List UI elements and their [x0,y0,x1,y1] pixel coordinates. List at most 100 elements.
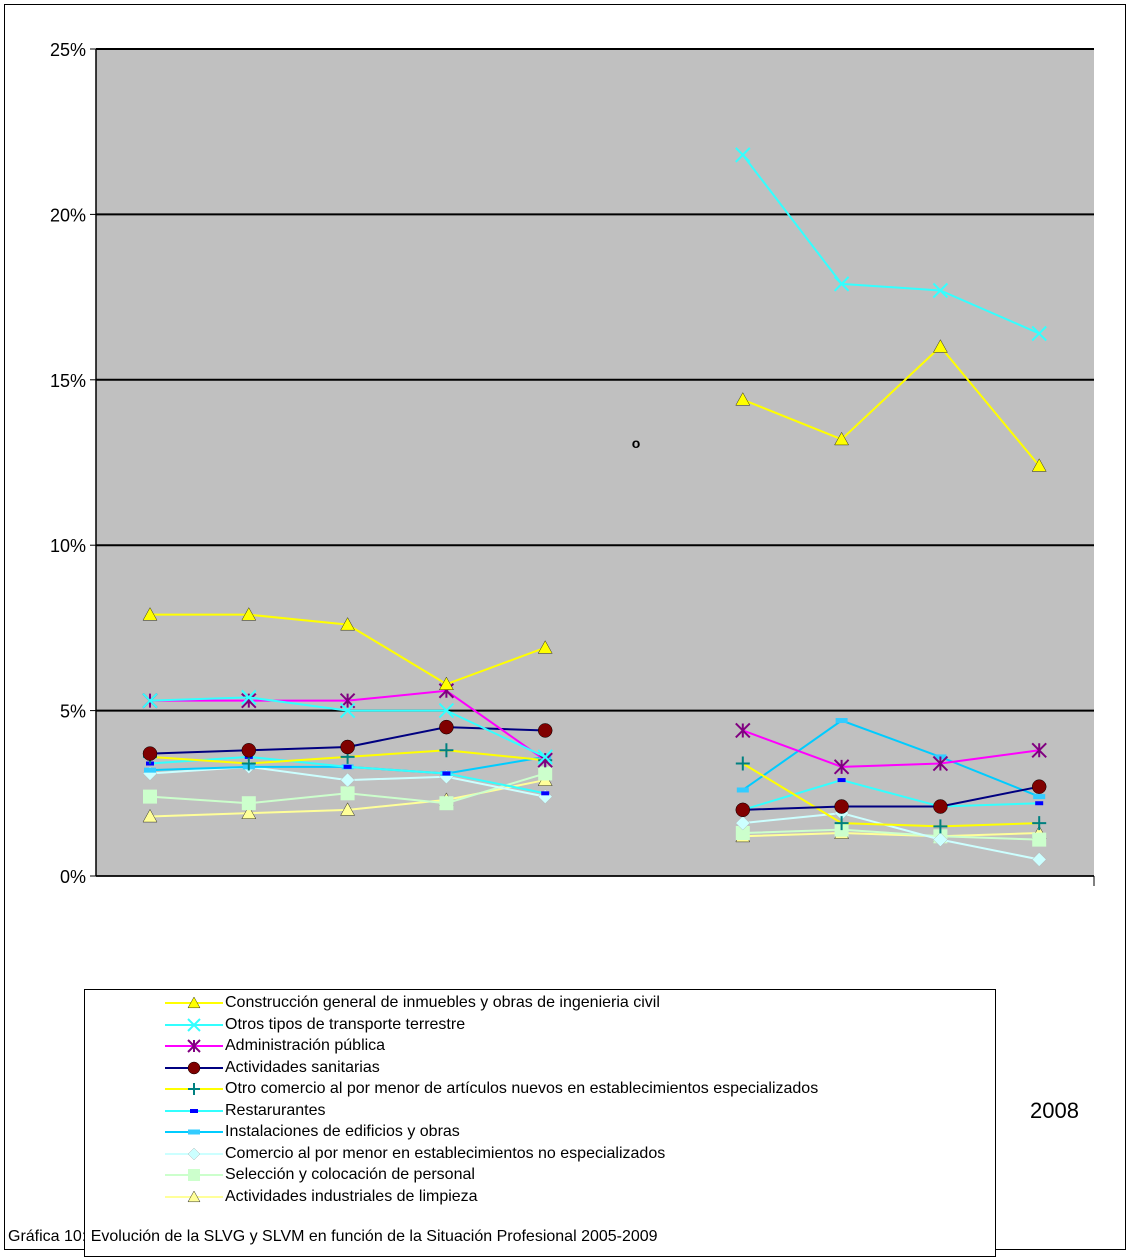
series-line [742,779,1040,811]
data-point [537,640,553,654]
legend-marker [187,1147,201,1160]
series-layer [142,147,1047,867]
data-point [835,718,848,724]
legend-marker [187,1061,201,1074]
y-tick-label: 5% [60,702,86,722]
y-tick-label: 0% [60,867,86,887]
data-point [142,692,158,709]
legend-swatch [165,996,223,1009]
legend-item: Selección y colocación de personal [85,1164,985,1186]
legend-swatch [165,1147,223,1160]
legend-label: Administración pública [225,1037,386,1054]
legend-label: Construcción general de inmuebles y obra… [225,994,660,1011]
legend-marker [187,1190,201,1202]
data-point [439,676,454,690]
data-point [541,791,550,796]
legend-label: Otro comercio al por menor de artículos … [225,1080,819,1097]
data-point [834,431,849,446]
legend-item: Restarurantes [85,1100,985,1122]
data-point [735,756,750,771]
data-point [1031,458,1047,472]
data-point [340,802,355,816]
data-point [241,607,257,621]
data-point [241,743,257,758]
series-line [742,345,1040,467]
series-line [742,719,1040,798]
data-point [833,759,850,775]
data-point [438,702,455,719]
y-axis-tick-labels: 0% 5% 10% 15% 20% 25% [50,40,86,887]
data-point [340,772,355,788]
data-point [1031,742,1047,759]
data-point [241,689,257,706]
data-point [538,766,553,781]
legend-swatch [165,1083,223,1095]
data-point [933,799,948,814]
legend-item: Comercio al por menor en establecimiento… [85,1143,985,1165]
legend-swatch [165,1108,223,1113]
stray-mark: o [632,435,641,451]
legend-label: Actividades sanitarias [225,1058,380,1076]
series-line [742,762,1040,828]
data-point [735,392,751,406]
data-point [833,276,850,292]
legend-swatch [165,1190,223,1202]
data-point [241,796,256,811]
data-point [834,799,849,814]
legend-item: Actividades industriales de limpieza [85,1186,985,1208]
data-point [933,339,948,353]
data-point [735,815,751,831]
data-point [837,778,846,783]
data-point [735,147,751,163]
legend-item: Instalaciones de edificios y obras [85,1121,985,1143]
legend-swatch [165,1017,223,1032]
legend-item: Construcción general de inmuebles y obra… [85,992,985,1014]
data-point [1032,816,1047,831]
series-line [742,729,1040,768]
chart-legend: Construcción general de inmuebles y obra… [84,989,996,1257]
data-point [735,802,751,818]
legend-marker [190,1108,198,1113]
data-point [340,617,355,631]
series-line [742,785,1040,811]
y-tick-label: 15% [50,371,86,391]
legend-item: Administración pública [85,1035,985,1057]
data-point [1035,801,1044,806]
data-point [339,702,356,719]
legend-label: Comercio al por menor en establecimiento… [225,1144,666,1162]
data-point [735,722,751,739]
legend-item: Otro comercio al por menor de artículos … [85,1078,985,1100]
data-point [340,786,355,801]
data-point [735,825,750,840]
data-point [1032,832,1047,847]
data-point [439,796,454,811]
data-point [834,816,849,831]
data-point [1033,794,1046,800]
data-point [932,282,949,299]
data-point [241,805,257,819]
data-point [537,749,553,765]
data-point [144,767,156,773]
legend-marker [188,1169,200,1181]
data-point [340,739,355,755]
series-line [742,154,1040,335]
x-tick-label: 2008 [1030,1098,1079,1123]
data-point [1031,325,1047,342]
data-point [439,719,454,735]
y-tick-label: 25% [50,40,86,60]
data-point [143,789,157,804]
legend-marker [187,1017,201,1032]
legend-marker [187,1039,201,1053]
series-line [742,812,1040,861]
legend-label: Actividades industriales de limpieza [225,1187,478,1205]
data-point [933,832,948,847]
legend-swatch [165,1169,223,1181]
data-point [933,819,948,834]
legend-swatch [165,1039,223,1053]
series-4 [142,719,1047,818]
y-tick-label: 20% [50,205,86,225]
axes [90,48,1095,886]
chart-caption: Gráfica 10: Evolución de la SLVG y SLVM … [8,1228,658,1245]
legend-label: Restarurantes [225,1101,326,1119]
